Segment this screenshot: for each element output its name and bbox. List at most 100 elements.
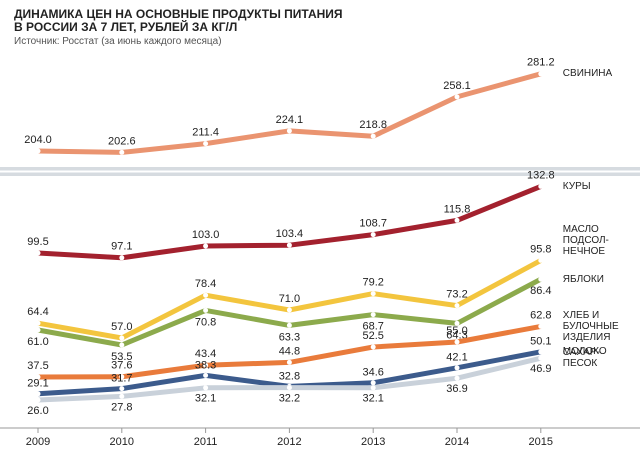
point [538,71,544,77]
x-tick-label: 2015 [529,436,553,448]
chart-subtitle: Источник: Росстат (за июнь каждого месяц… [14,36,222,47]
point [35,327,41,333]
value-label: 42.1 [446,352,467,364]
point [538,355,544,361]
value-label: 53.5 [111,351,132,363]
point [454,303,460,309]
x-tick-label: 2014 [445,436,469,448]
x-tick-label: 2009 [26,436,50,448]
point [203,292,209,298]
point [538,257,544,263]
value-label: 281.2 [527,57,555,69]
value-label: 52.5 [362,330,383,342]
value-label: 32.8 [279,370,300,382]
point [370,385,376,391]
point [538,183,544,189]
value-label: 64.4 [27,306,48,318]
point [286,307,292,313]
point [203,385,209,391]
point [538,323,544,329]
x-tick-label: 2012 [277,436,301,448]
point [35,397,41,403]
value-label: 57.0 [111,321,132,333]
value-label: 31.7 [111,373,132,385]
value-label: 32.1 [195,393,216,405]
value-label: 258.1 [443,80,471,92]
point [119,335,125,341]
value-label: 211.4 [192,127,219,139]
value-label: 79.2 [362,277,383,289]
point [454,365,460,371]
point [286,322,292,328]
point [119,393,125,399]
value-label: 26.0 [27,405,48,417]
value-label: 27.8 [111,401,132,413]
value-label: 115.8 [444,203,471,215]
value-label: 95.8 [530,243,551,255]
point [286,128,292,134]
point [203,372,209,378]
point [286,242,292,248]
value-label: 68.7 [362,321,383,333]
value-label: 43.4 [195,348,216,360]
value-label: 224.1 [276,114,304,126]
value-label: 204.0 [24,134,52,146]
point [538,276,544,282]
value-label: 61.0 [27,336,48,348]
point [454,375,460,381]
point [119,374,125,380]
point [203,141,209,147]
legend-label: ХЛЕБ И БУЛОЧНЫЕ ИЗДЕЛИЯ [562,309,619,343]
point [119,149,125,155]
value-label: 70.8 [195,316,216,328]
point [454,217,460,223]
value-label: 64.3 [446,329,467,341]
point [35,391,41,397]
point [119,386,125,392]
value-label: 44.8 [279,345,300,357]
point [119,342,125,348]
point [286,359,292,365]
legend-label: МАСЛО ПОДСОЛ- НЕЧНОЕ [562,223,609,257]
point [203,243,209,249]
value-label: 32.1 [362,393,383,405]
value-label: 37.5 [27,360,48,372]
value-label: 218.8 [359,119,387,131]
point [203,307,209,313]
value-label: 71.0 [279,293,300,305]
value-label: 103.4 [276,228,304,240]
x-tick-label: 2011 [194,436,218,448]
point [119,255,125,261]
point [370,291,376,297]
point [35,250,41,256]
value-label: 34.6 [362,367,383,379]
value-label: 103.0 [192,229,220,241]
legend-label: САХАР- ПЕСОК [562,347,600,370]
point [203,362,209,368]
point [370,312,376,318]
point [454,339,460,345]
point [370,232,376,238]
value-label: 63.3 [279,331,300,343]
point [35,320,41,326]
value-label: 32.2 [279,393,300,405]
point [370,133,376,139]
value-label: 132.8 [527,169,555,181]
value-label: 37.6 [111,360,132,372]
legend-label: ЯБЛОКИ [562,273,604,285]
value-label: 29.1 [27,378,48,390]
value-label: 78.4 [195,278,216,290]
x-tick-label: 2010 [110,436,134,448]
value-label: 38.3 [195,359,216,371]
legend-label: КУРЫ [562,180,591,192]
point [454,320,460,326]
x-tick-label: 2013 [361,436,385,448]
value-label: 46.9 [530,363,551,375]
point [454,94,460,100]
chart-title: ДИНАМИКА ЦЕН НА ОСНОВНЫЕ ПРОДУКТЫ ПИТАНИ… [14,7,343,34]
value-label: 50.1 [530,336,551,348]
point [370,380,376,386]
point [370,344,376,350]
